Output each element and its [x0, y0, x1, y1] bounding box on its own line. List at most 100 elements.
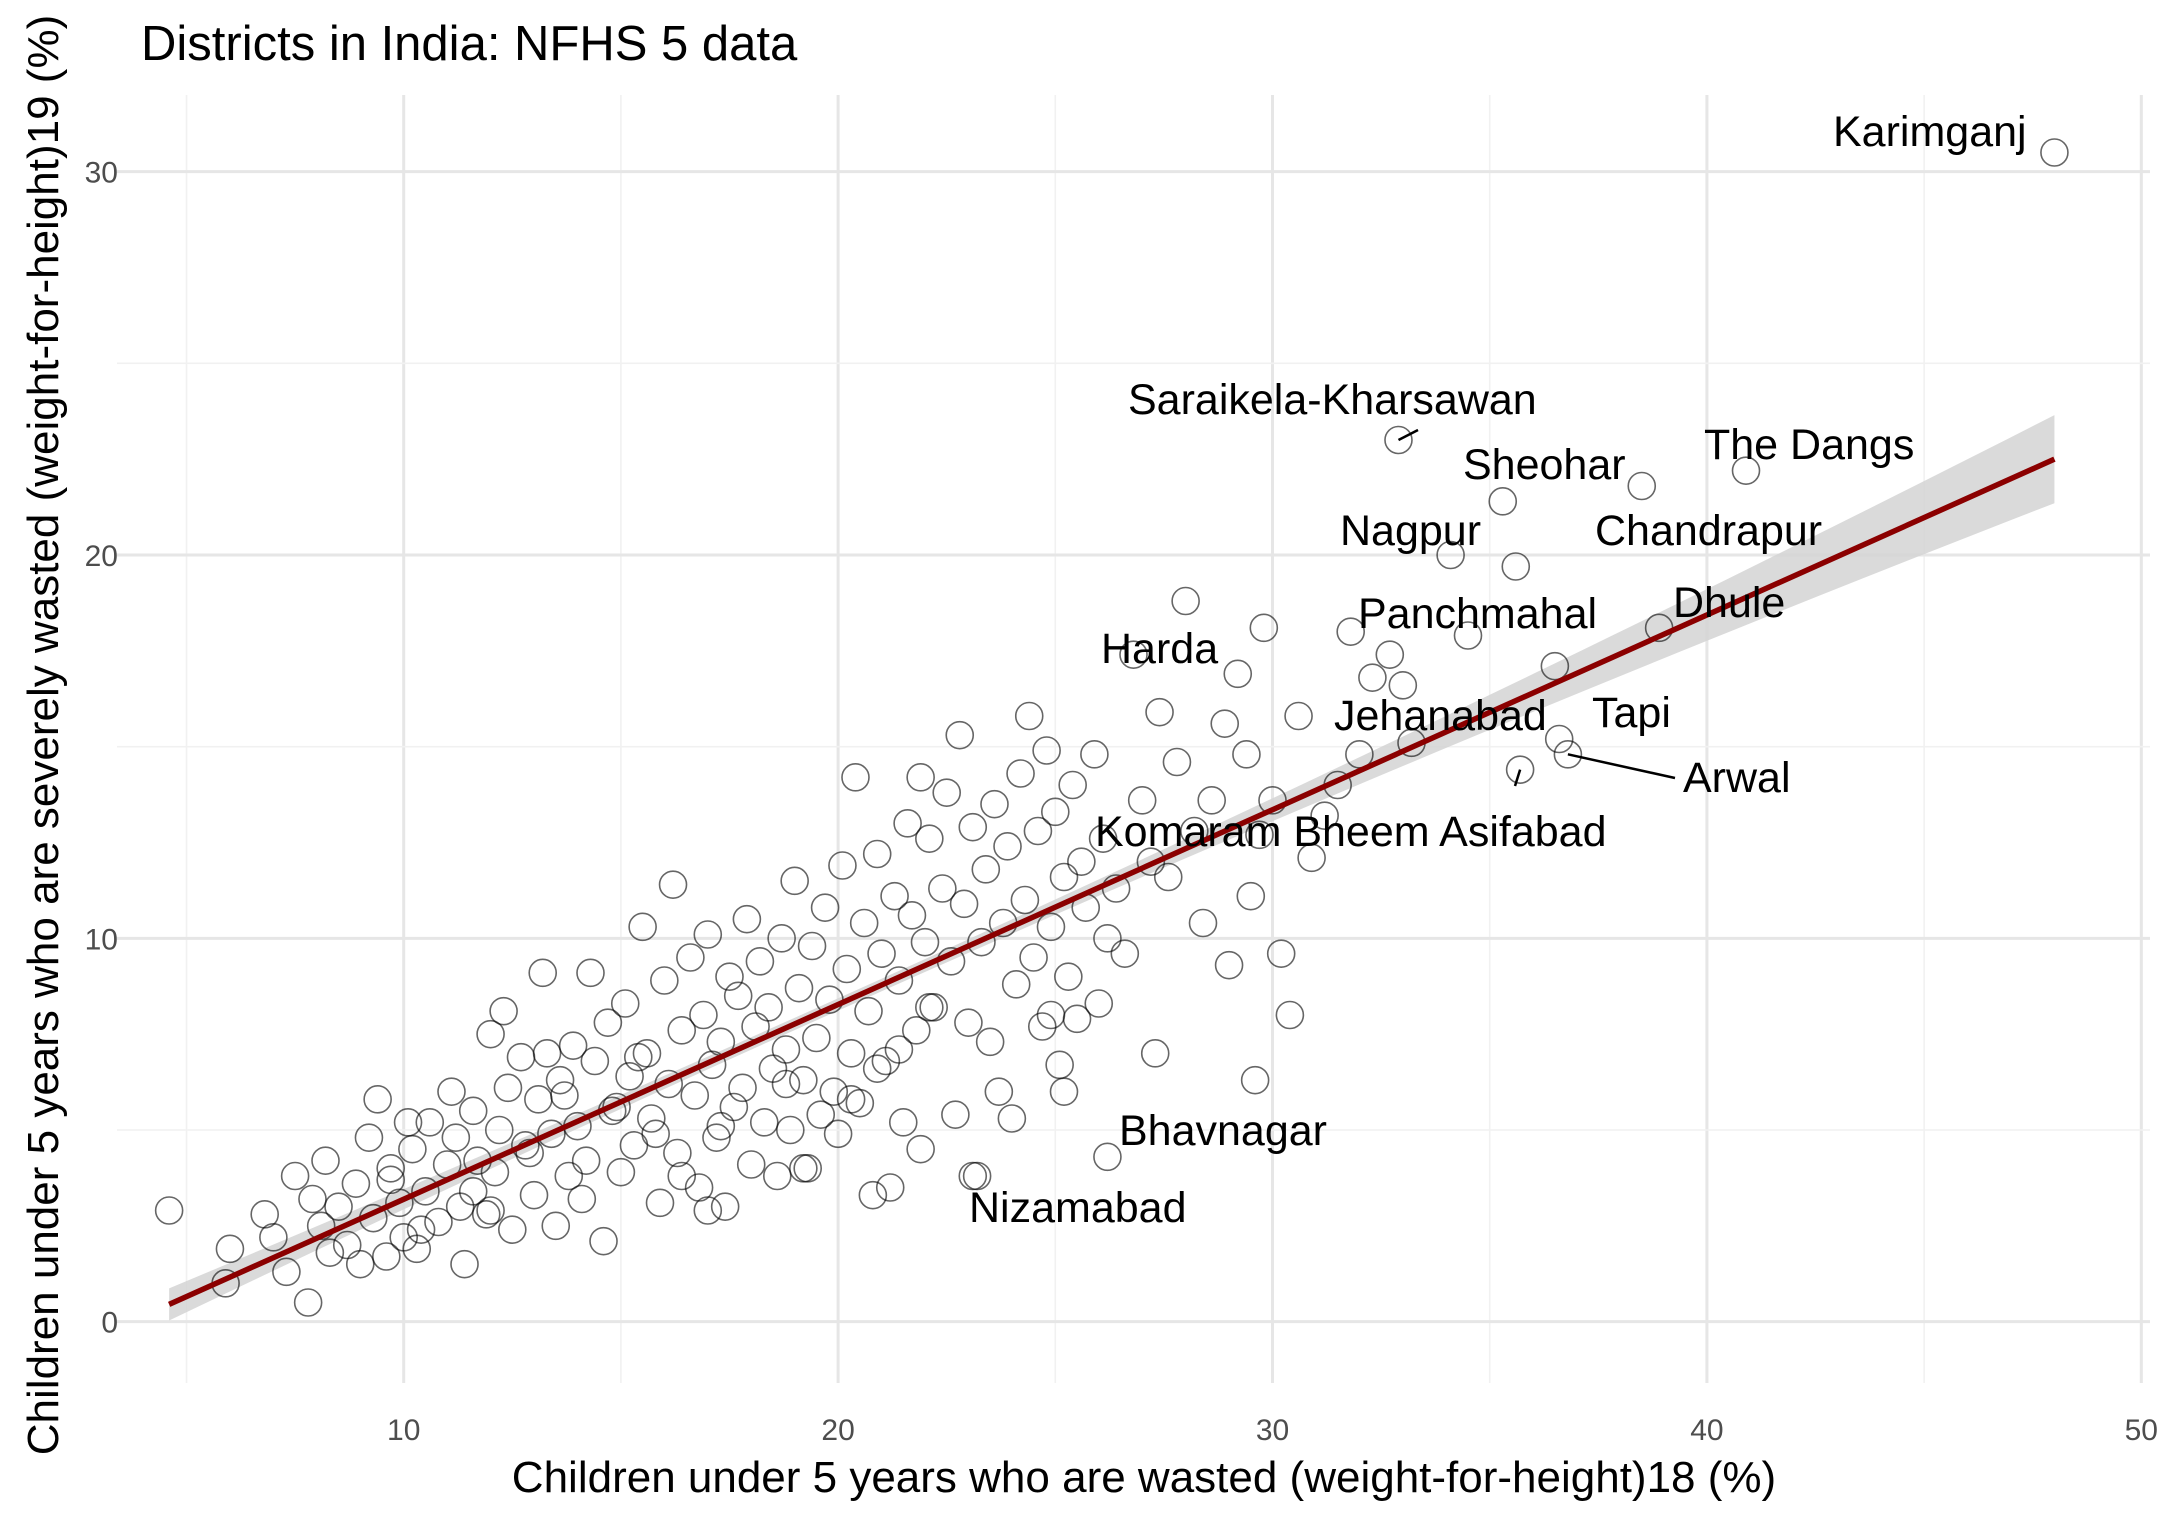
data-point	[1049, 1077, 1079, 1106]
data-point	[537, 1119, 566, 1149]
point-label: Chandrapur	[1595, 507, 1822, 555]
data-point	[154, 1196, 184, 1225]
data-point	[1084, 989, 1114, 1018]
data-point	[941, 1100, 970, 1129]
data-point	[1223, 659, 1253, 689]
data-point	[667, 1016, 697, 1045]
data-point	[832, 954, 862, 984]
data-point	[628, 912, 657, 942]
data-point	[658, 870, 688, 899]
data-point	[532, 1039, 562, 1068]
data-point	[293, 1288, 323, 1317]
data-point	[967, 927, 996, 957]
data-point	[619, 1131, 649, 1160]
data-point	[928, 874, 957, 903]
data-point	[1127, 786, 1157, 815]
data-point	[411, 1177, 440, 1206]
data-point	[1045, 1050, 1074, 1080]
data-point	[471, 1200, 501, 1229]
data-point	[745, 947, 775, 976]
data-point	[1384, 425, 1413, 455]
data-point	[393, 1108, 423, 1137]
data-point	[875, 1173, 905, 1202]
x-tick-label: 50	[2125, 1414, 2158, 1447]
data-point	[858, 1180, 888, 1210]
data-point	[1027, 1012, 1057, 1041]
data-point	[1093, 924, 1122, 953]
data-point	[797, 931, 827, 961]
data-point	[1488, 487, 1518, 516]
data-point	[1310, 801, 1339, 830]
data-point	[372, 1242, 401, 1271]
data-point	[637, 1104, 666, 1133]
x-tick-label: 20	[821, 1414, 854, 1447]
data-point	[1088, 824, 1118, 853]
data-point	[1245, 820, 1274, 850]
point-label: Harda	[1101, 625, 1218, 673]
data-point	[949, 889, 979, 919]
data-point	[836, 1085, 866, 1114]
data-point	[828, 851, 857, 880]
trend-line-group	[168, 456, 2056, 1307]
data-point	[693, 1196, 723, 1225]
data-point	[802, 1023, 831, 1053]
data-point	[424, 1207, 453, 1237]
data-point	[715, 962, 744, 991]
data-point	[610, 989, 640, 1018]
data-point	[710, 1192, 740, 1221]
data-point	[993, 832, 1022, 861]
point-label: Karimganj	[1833, 108, 2027, 156]
data-point	[706, 1111, 736, 1141]
grid-lines	[117, 95, 2150, 1383]
data-point	[645, 1188, 675, 1218]
data-point	[732, 904, 762, 934]
data-point	[862, 1054, 892, 1083]
y-tick-label: 20	[85, 540, 118, 573]
data-point	[810, 893, 840, 922]
data-point	[1501, 552, 1531, 581]
y-tick-label: 0	[101, 1307, 118, 1340]
data-point	[476, 1019, 505, 1049]
data-point	[893, 809, 922, 838]
data-point	[1232, 740, 1261, 769]
data-point	[1540, 651, 1570, 681]
data-point	[1119, 640, 1148, 669]
x-tick-label: 10	[387, 1414, 420, 1447]
data-point	[311, 1146, 340, 1175]
data-point	[524, 1085, 553, 1114]
data-point	[441, 1123, 471, 1152]
data-point	[954, 1008, 983, 1037]
data-point	[376, 1165, 405, 1195]
data-point	[528, 958, 558, 988]
point-label: Arwal	[1683, 754, 1791, 802]
x-tick-label: 30	[1256, 1414, 1289, 1447]
data-point	[1275, 1000, 1305, 1030]
data-point	[693, 920, 723, 949]
data-point	[515, 1138, 544, 1168]
data-point	[880, 881, 909, 911]
data-point	[754, 993, 783, 1022]
data-point	[1436, 540, 1465, 570]
data-point	[854, 996, 883, 1026]
label-leader-line	[1397, 428, 1419, 442]
data-point	[306, 1211, 336, 1241]
data-point	[437, 1077, 466, 1106]
data-point	[1336, 617, 1366, 646]
data-point	[606, 1157, 636, 1187]
data-point	[723, 981, 753, 1011]
x-axis-title: Children under 5 years who are wasted (w…	[512, 1453, 1776, 1502]
data-point	[1080, 740, 1109, 769]
data-point	[823, 1119, 853, 1149]
data-point	[298, 1184, 327, 1214]
data-point	[789, 1065, 818, 1095]
data-point	[780, 866, 809, 896]
data-point	[545, 1065, 575, 1095]
data-point	[906, 1134, 935, 1164]
data-point	[771, 1035, 801, 1064]
data-point	[511, 1131, 540, 1160]
data-point	[593, 1008, 623, 1037]
y-tick-label: 10	[85, 923, 118, 956]
data-point	[762, 1161, 792, 1191]
point-labels: Karimganj Saraikela-Kharsawan Sheohar The D…	[969, 108, 2027, 1232]
data-point	[771, 1069, 801, 1099]
